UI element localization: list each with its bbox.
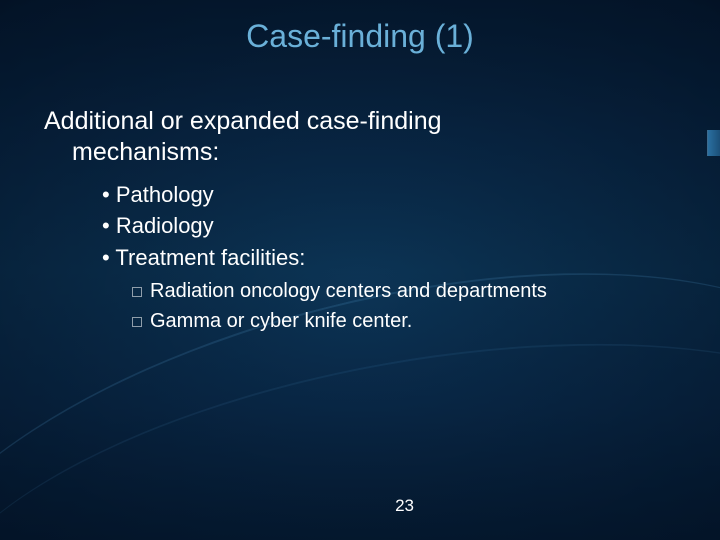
bullet-item: Treatment facilities: Radiation oncology… [102, 242, 680, 336]
sub-bullet-text: Gamma or cyber knife center. [150, 310, 412, 332]
slide-title: Case-finding (1) [0, 18, 720, 55]
bullet-item: Pathology [102, 179, 680, 211]
bullet-text: Treatment facilities: [115, 245, 305, 270]
side-tab-decoration [707, 130, 720, 156]
page-number: 23 [395, 496, 414, 516]
sub-bullet-list: Radiation oncology centers and departmen… [102, 276, 680, 336]
lead-line-1: Additional or expanded case-finding [44, 107, 442, 135]
bullet-item: Radiology [102, 210, 680, 242]
bullet-list: Pathology Radiology Treatment facilities… [44, 179, 680, 337]
square-marker-icon [132, 287, 142, 297]
sub-bullet-text: Radiation oncology centers and departmen… [150, 280, 547, 302]
bullet-text: Radiology [116, 213, 214, 238]
slide-body: Additional or expanded case-finding mech… [44, 106, 680, 336]
lead-line-2: mechanisms: [44, 137, 680, 168]
slide: Case-finding (1) Additional or expanded … [0, 0, 720, 540]
sub-bullet-item: Gamma or cyber knife center. [132, 306, 680, 336]
square-marker-icon [132, 317, 142, 327]
lead-text: Additional or expanded case-finding mech… [44, 106, 680, 169]
sub-bullet-item: Radiation oncology centers and departmen… [132, 276, 680, 306]
bullet-text: Pathology [116, 182, 214, 207]
